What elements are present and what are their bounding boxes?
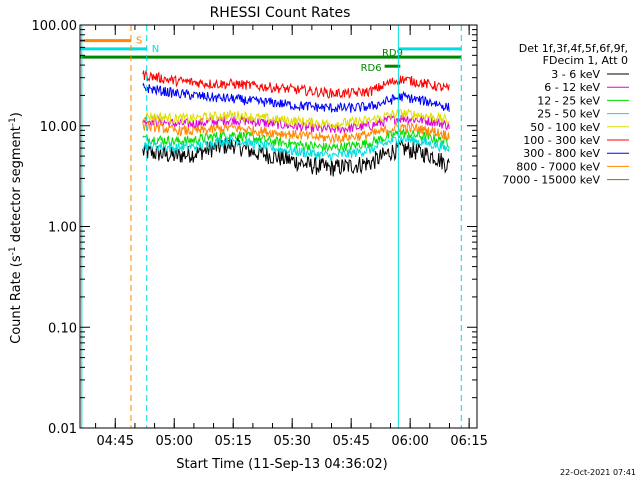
legend-entry-label: 6 - 12 keV [544, 81, 600, 94]
legend-entry-label: 100 - 300 keV [523, 134, 600, 147]
y-tick-label: 100.00 [32, 19, 78, 34]
legend-entry-label: 7000 - 15000 keV [502, 174, 600, 187]
legend-header-1: Det 1f,3f,4f,5f,6f,9f, [519, 42, 628, 55]
y-tick-label: 1.00 [48, 221, 77, 236]
legend-entry-label: 800 - 7000 keV [516, 160, 600, 173]
legend: Det 1f,3f,4f,5f,6f,9f, FDecim 1, Att 0 3… [502, 42, 629, 187]
x-tick-label: 04:45 [97, 434, 134, 449]
x-tick-label: 05:00 [156, 434, 193, 449]
legend-entry-label: 12 - 25 keV [537, 94, 600, 107]
legend-header-2: FDecim 1, Att 0 [543, 54, 628, 67]
x-tick-label: 05:45 [332, 434, 369, 449]
overlay-label: S [136, 36, 142, 47]
legend-entry-label: 25 - 50 keV [537, 108, 600, 121]
chart-title: RHESSI Count Rates [210, 5, 351, 21]
footer-timestamp: 22-Oct-2021 07:41 [560, 468, 636, 477]
x-tick-label: 05:30 [273, 434, 310, 449]
x-tick-label: 05:15 [214, 434, 251, 449]
legend-entry-label: 50 - 100 keV [530, 121, 600, 134]
y-axis-label: Count Rate (s-1 detector segment-1) [8, 112, 24, 344]
legend-entry-label: 300 - 800 keV [523, 147, 600, 160]
y-tick-label: 0.01 [48, 422, 77, 437]
legend-entry-label: 3 - 6 keV [551, 68, 600, 81]
overlay-label: RD9 [382, 48, 403, 59]
y-tick-label: 10.00 [40, 120, 77, 135]
x-tick-label: 06:15 [450, 434, 487, 449]
x-axis-label: Start Time (11-Sep-13 04:36:02) [176, 457, 387, 472]
x-tick-label: 06:00 [391, 434, 428, 449]
overlay-label: RD6 [361, 63, 382, 74]
overlay-label: N [152, 44, 159, 55]
y-tick-label: 0.10 [48, 321, 77, 336]
